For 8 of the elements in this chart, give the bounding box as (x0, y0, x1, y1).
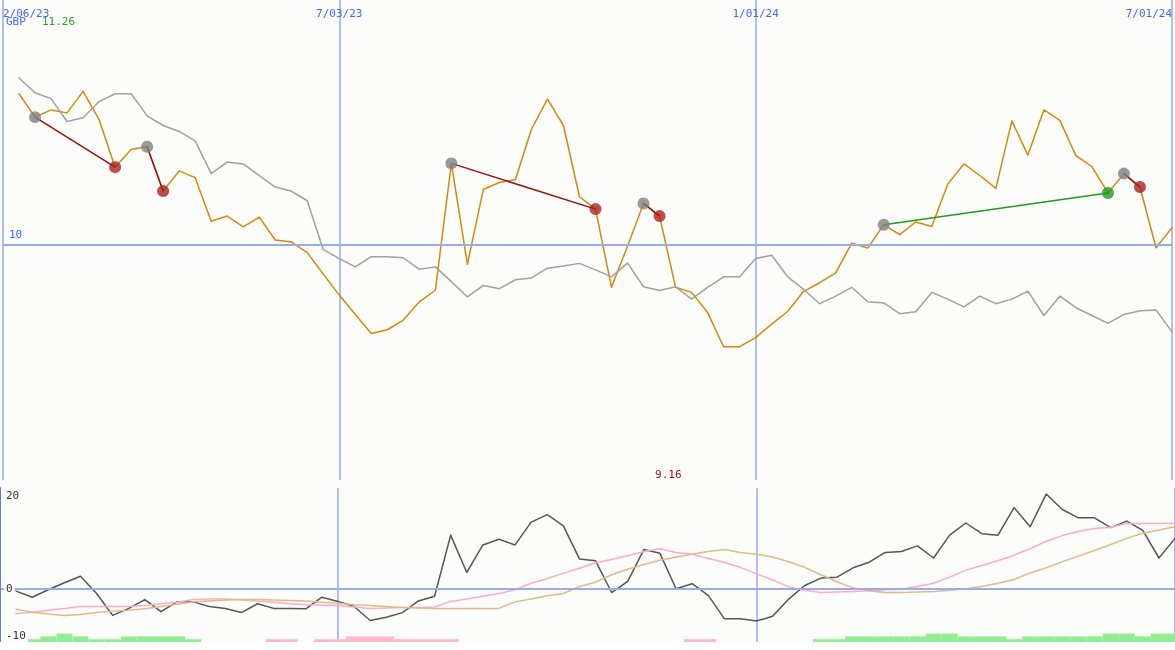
y-tick-label: 0 (6, 582, 13, 596)
x-tick-label: 7/01/24 (1125, 7, 1173, 20)
annotation: 10 (9, 228, 23, 242)
x-tick-label: 7/03/23 (316, 7, 363, 20)
y-tick-label: 20 (6, 488, 20, 502)
x-tick-label: 1/01/24 (732, 7, 780, 20)
text: 9.16 (655, 468, 682, 481)
y-tick-label: -10 (6, 628, 26, 642)
